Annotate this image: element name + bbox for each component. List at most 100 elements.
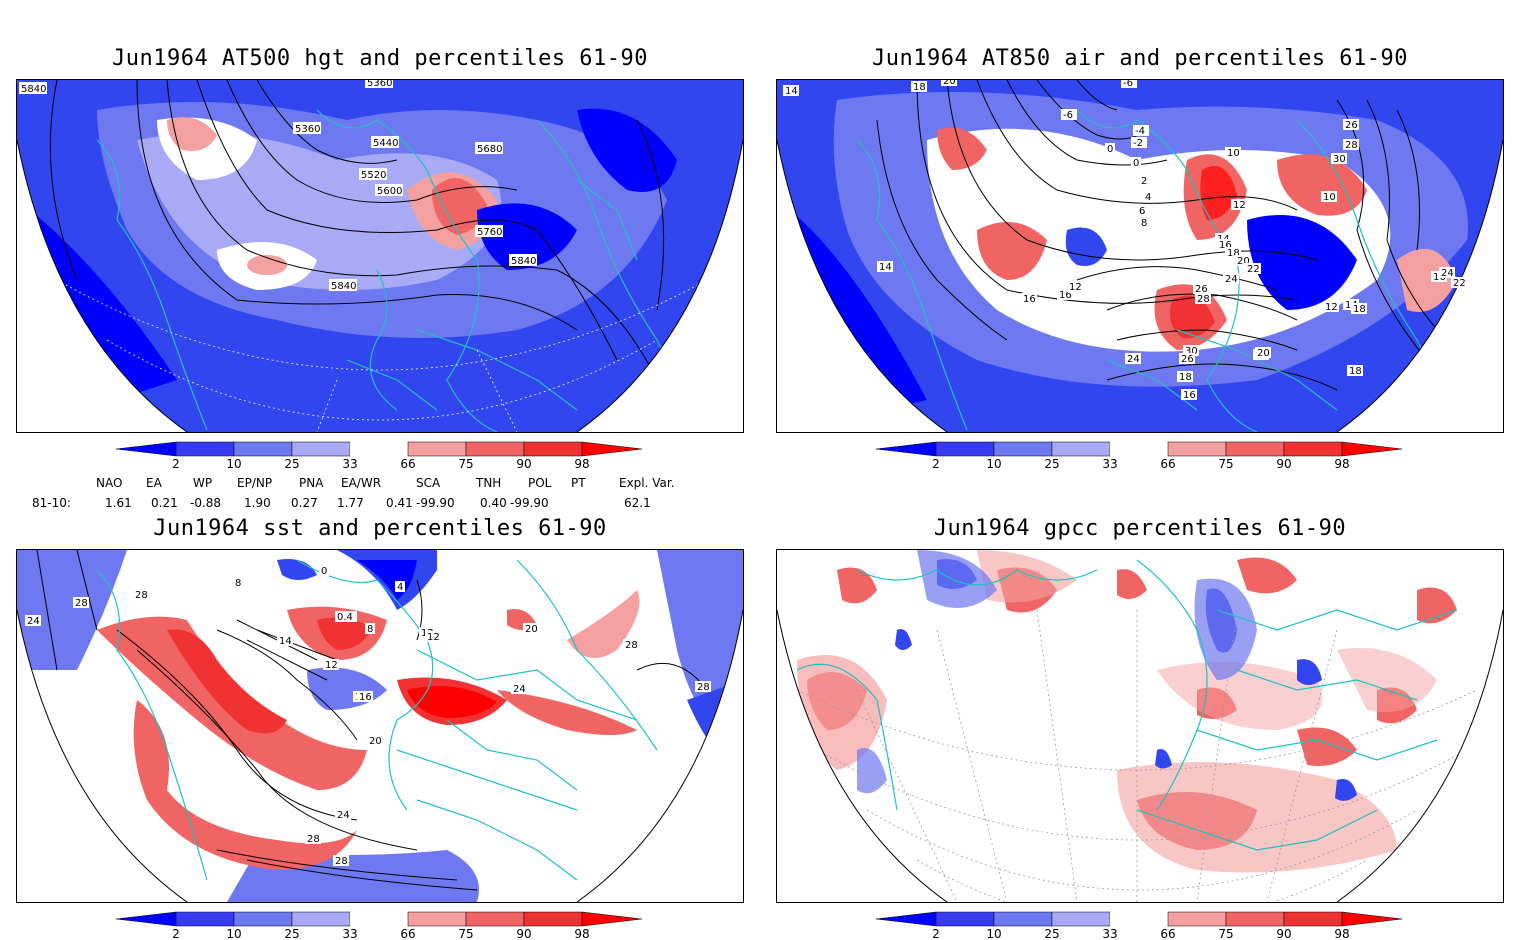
contour-label: 24 xyxy=(27,616,40,627)
contour-labels-hgt500: 5840 5360 5440 5520 5600 5680 5760 5840 … xyxy=(19,80,537,292)
teleconnection-stats: NAO EA WP EP/NP PNA EA/WR SCA TNH POL PT… xyxy=(0,474,760,514)
stat-header: WP xyxy=(193,476,213,490)
colorbar-tick-label: 75 xyxy=(1218,927,1233,940)
contour-labels-air850: 141820-6-6-4-200246810121416161214161820… xyxy=(783,80,1467,401)
contour-label: 8 xyxy=(367,624,373,635)
colorbar-segment xyxy=(175,441,235,457)
colorbar-arrow-low xyxy=(115,911,177,927)
contour-label: 0.4 xyxy=(337,612,353,623)
colorbar-segment xyxy=(523,441,583,457)
colorbar-segment xyxy=(291,441,351,457)
svg-text:5520: 5520 xyxy=(361,170,386,181)
svg-text:5360: 5360 xyxy=(367,80,392,89)
colorbar-gpcc: 2 10 25 33 66 75 90 98 xyxy=(875,910,1406,940)
contour-label: 12 xyxy=(1069,282,1082,293)
colorbar-segment xyxy=(1225,441,1285,457)
colorbar-segment xyxy=(993,441,1053,457)
colorbar-segment xyxy=(1167,441,1227,457)
colorbar-tick-label: 25 xyxy=(284,927,299,940)
contour-label: 12 xyxy=(325,660,338,671)
colorbar-tick-label: 10 xyxy=(226,927,241,940)
colorbar-arrow-low xyxy=(875,911,937,927)
contour-label: 28 xyxy=(1345,140,1358,151)
colorbar-tick-label: 75 xyxy=(1218,457,1233,471)
contour-label: 20 xyxy=(369,736,382,747)
panel-title-air850: Jun1964 AT850 air and percentiles 61-90 xyxy=(871,46,1409,71)
colorbar-tick-label: 66 xyxy=(400,457,415,471)
contour-label: 24 xyxy=(1225,274,1238,285)
colorbar-arrow-low xyxy=(115,441,177,457)
colorbar-arrow-high xyxy=(581,911,643,927)
colorbar-segment xyxy=(523,911,583,927)
contour-label: 12 xyxy=(1325,302,1338,313)
colorbar-segment xyxy=(233,441,293,457)
colorbar-tick-label: 75 xyxy=(458,927,473,940)
colorbar-arrow-high xyxy=(1341,911,1403,927)
contour-label: 2 xyxy=(1141,176,1147,187)
svg-text:5360: 5360 xyxy=(295,124,320,135)
colorbar-tick-label: 10 xyxy=(986,457,1001,471)
colorbar-segment xyxy=(1283,911,1343,927)
contour-label: -6 xyxy=(1123,80,1133,89)
contour-label: 26 xyxy=(1195,284,1208,295)
contour-label: 24 xyxy=(1441,268,1454,279)
contour-label: 28 xyxy=(1197,294,1210,305)
colorbar-segment xyxy=(291,911,351,927)
colorbar-tick-label: 10 xyxy=(986,927,1001,940)
contour-label: -2 xyxy=(1133,138,1143,149)
colorbar-segment xyxy=(1110,912,1168,926)
contour-label: 14 xyxy=(279,636,292,647)
contour-label: 18 xyxy=(1227,248,1240,259)
contour-label: 16 xyxy=(1183,390,1196,401)
contour-label: 30 xyxy=(1185,346,1198,357)
colorbar-segment xyxy=(407,911,467,927)
contour-label: 24 xyxy=(1127,354,1140,365)
svg-text:5440: 5440 xyxy=(373,138,398,149)
svg-text:5840: 5840 xyxy=(331,281,356,292)
colorbar-tick-label: 2 xyxy=(932,927,940,940)
contour-label: 30 xyxy=(1333,154,1346,165)
colorbar-arrow-low xyxy=(875,441,937,457)
contour-label: 26 xyxy=(1345,120,1358,131)
colorbar-tick-label: 2 xyxy=(932,457,940,471)
map-sst: 2428288040.48121620242828202428281214162… xyxy=(16,549,744,903)
stat-value: 1.77 xyxy=(337,496,364,510)
colorbar-segment xyxy=(1283,441,1343,457)
stat-value: -0.88 xyxy=(190,496,222,510)
colorbar-segment xyxy=(1051,441,1111,457)
colorbar-tick-label: 33 xyxy=(342,927,357,940)
colorbar-segment xyxy=(1167,911,1227,927)
contour-label: 8 xyxy=(235,578,241,589)
colorbar-tick-label: 25 xyxy=(1044,457,1059,471)
colorbar-segment xyxy=(993,911,1053,927)
contour-label: 22 xyxy=(1453,278,1466,289)
contour-label: 28 xyxy=(75,598,88,609)
stat-header: PT xyxy=(571,476,586,490)
contour-labels-sst: 2428288040.48121620242828202428281214162… xyxy=(25,565,711,867)
colorbar-tick-label: 90 xyxy=(516,457,531,471)
colorbar-tick-label: 10 xyxy=(226,457,241,471)
contour-label: 16 xyxy=(1219,240,1232,251)
contour-label: 16 xyxy=(1059,290,1072,301)
colorbar-tick-label: 66 xyxy=(1160,457,1175,471)
panel-title-sst: Jun1964 sst and percentiles 61-90 xyxy=(153,516,607,541)
stat-header: SCA xyxy=(416,476,441,490)
panel-title-gpcc: Jun1964 gpcc percentiles 61-90 xyxy=(933,516,1347,541)
colorbar-tick-label: 98 xyxy=(1334,927,1349,940)
colorbar-segment xyxy=(175,911,235,927)
contour-label: 28 xyxy=(625,640,638,651)
colorbar-segment xyxy=(1225,911,1285,927)
stat-value: 0.41 xyxy=(386,496,413,510)
contour-label: 28 xyxy=(135,590,148,601)
colorbar-segment xyxy=(935,911,995,927)
map-air850: 141820-6-6-4-200246810121416161214161820… xyxy=(776,79,1504,433)
contour-label: 6 xyxy=(1139,206,1145,217)
svg-text:5600: 5600 xyxy=(377,186,402,197)
colorbar-segment xyxy=(233,911,293,927)
colorbar-segment xyxy=(935,441,995,457)
colorbar-segment xyxy=(1110,442,1168,456)
colorbar-arrow-high xyxy=(581,441,643,457)
contour-label: 20 xyxy=(1257,348,1270,359)
stat-value: -99.90 xyxy=(510,496,549,510)
svg-text:5840: 5840 xyxy=(511,256,536,267)
